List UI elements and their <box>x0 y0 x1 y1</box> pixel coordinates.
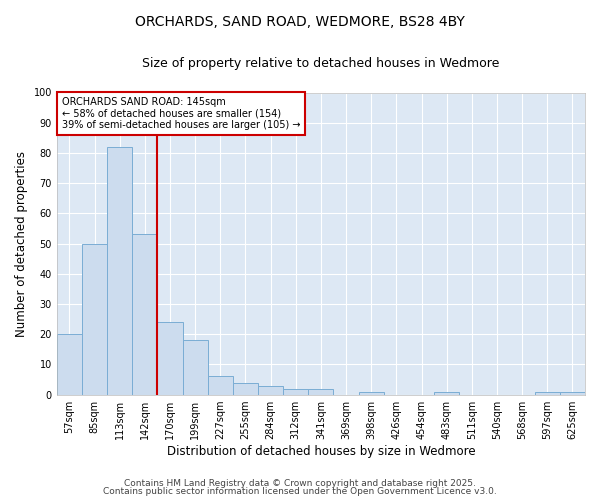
Bar <box>283 388 308 394</box>
Text: Contains HM Land Registry data © Crown copyright and database right 2025.: Contains HM Land Registry data © Crown c… <box>124 478 476 488</box>
Bar <box>132 234 157 394</box>
Text: Contains public sector information licensed under the Open Government Licence v3: Contains public sector information licen… <box>103 487 497 496</box>
Bar <box>308 388 334 394</box>
Bar <box>208 376 233 394</box>
X-axis label: Distribution of detached houses by size in Wedmore: Distribution of detached houses by size … <box>167 444 475 458</box>
Bar <box>182 340 208 394</box>
Bar <box>233 382 258 394</box>
Bar <box>107 147 132 394</box>
Bar <box>535 392 560 394</box>
Bar <box>359 392 384 394</box>
Y-axis label: Number of detached properties: Number of detached properties <box>15 150 28 336</box>
Bar <box>560 392 585 394</box>
Bar <box>82 244 107 394</box>
Bar <box>157 322 182 394</box>
Text: ORCHARDS, SAND ROAD, WEDMORE, BS28 4BY: ORCHARDS, SAND ROAD, WEDMORE, BS28 4BY <box>135 15 465 29</box>
Bar <box>434 392 459 394</box>
Bar <box>57 334 82 394</box>
Text: ORCHARDS SAND ROAD: 145sqm
← 58% of detached houses are smaller (154)
39% of sem: ORCHARDS SAND ROAD: 145sqm ← 58% of deta… <box>62 97 301 130</box>
Bar <box>258 386 283 394</box>
Title: Size of property relative to detached houses in Wedmore: Size of property relative to detached ho… <box>142 58 500 70</box>
